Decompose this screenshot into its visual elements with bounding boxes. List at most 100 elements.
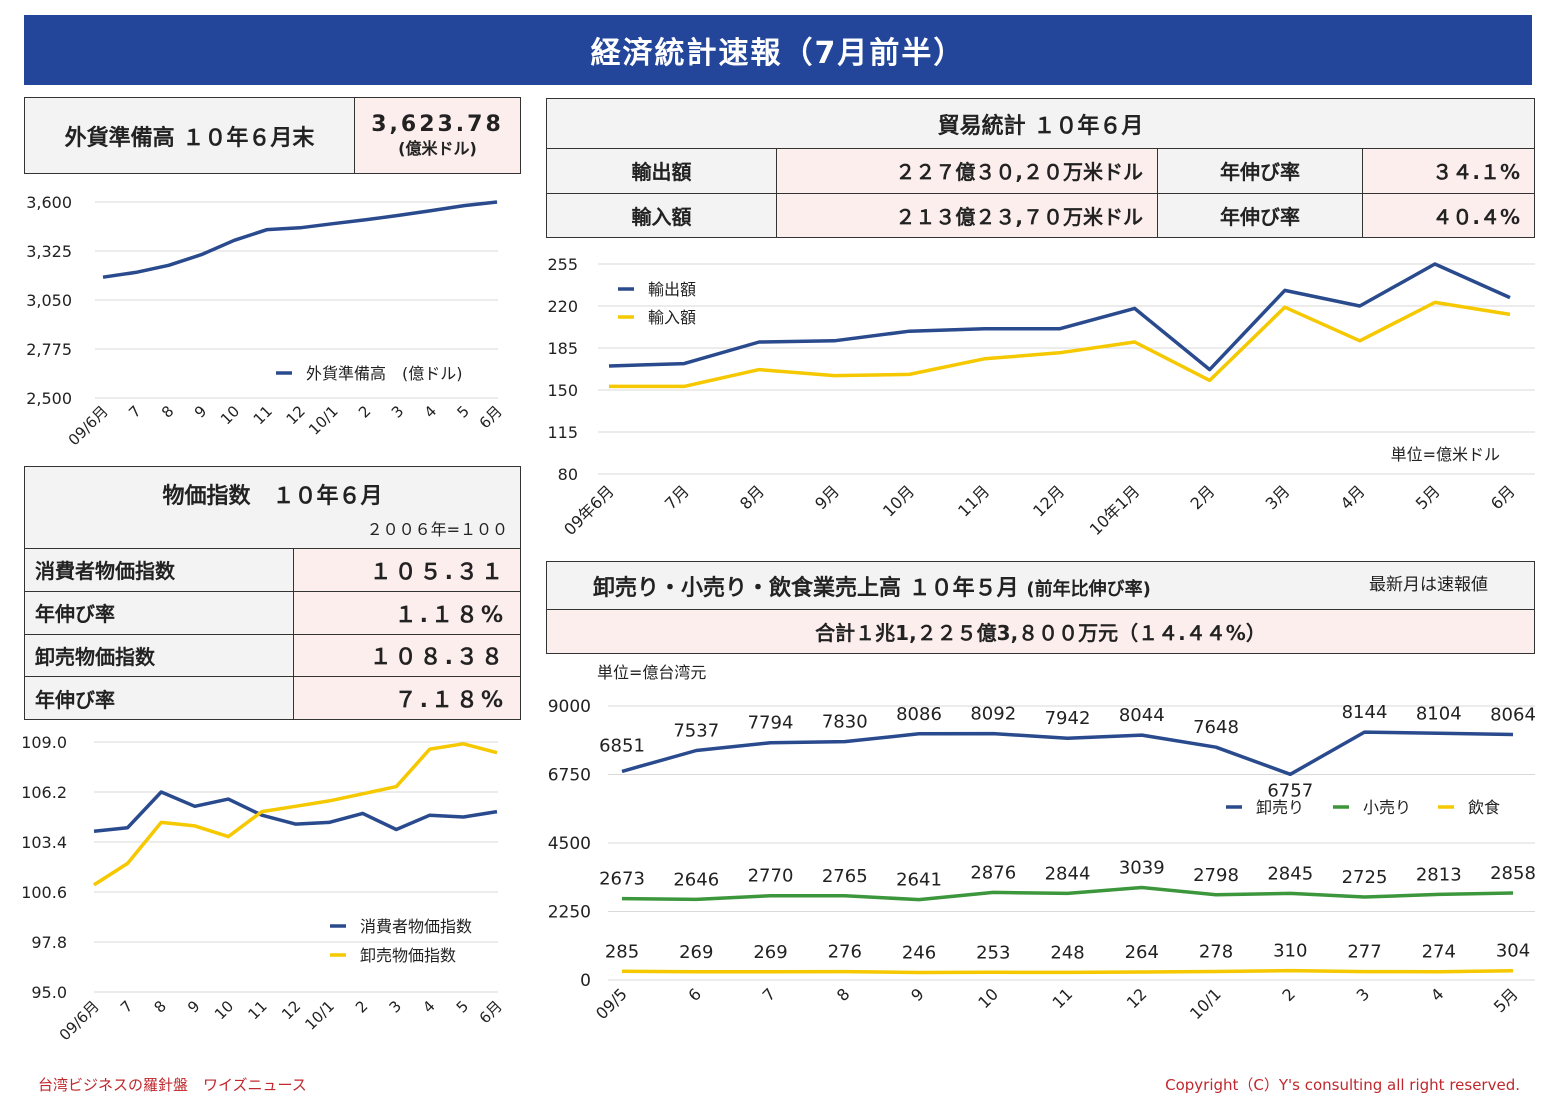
x-tick-label: 12 <box>283 402 309 428</box>
data-label: 2858 <box>1490 863 1536 884</box>
x-tick-label: 3 <box>386 997 405 1016</box>
y-tick-label: 3,600 <box>26 193 72 212</box>
x-tick-label: 4 <box>1427 984 1448 1005</box>
x-tick-label: 5 <box>454 402 473 421</box>
y-tick-label: 2250 <box>548 903 591 923</box>
x-tick-label: 11 <box>250 402 276 428</box>
trade-growth-label: 年伸び率 <box>1157 148 1363 194</box>
x-tick-label: 9 <box>907 984 928 1005</box>
x-tick-label: 10月 <box>879 481 918 520</box>
series-line <box>609 300 1511 389</box>
y-tick-label: 106.2 <box>21 783 67 802</box>
x-tick-label: 11月 <box>954 481 993 520</box>
trade-label: 輸入額 <box>546 192 777 238</box>
prices-value: ７.１８% <box>293 676 521 720</box>
trade-row-export: 輸出額 ２２７億３０,２０万米ドル 年伸び率 ３４.１% <box>546 148 1535 194</box>
data-label: 8144 <box>1342 702 1388 723</box>
legend-label: 輸出額 <box>648 280 696 299</box>
trade-growth: ４０.４% <box>1362 192 1535 238</box>
prices-label: 消費者物価指数 <box>24 548 294 592</box>
series-line <box>93 790 498 834</box>
legend-label: 小売り <box>1363 798 1411 817</box>
data-label: 2673 <box>599 869 645 890</box>
x-tick-label: 10/1 <box>1186 984 1225 1023</box>
data-label: 285 <box>605 941 639 962</box>
trade-row-import: 輸入額 ２１３億２３,７０万米ドル 年伸び率 ４０.４% <box>546 192 1535 238</box>
data-label: 2845 <box>1267 863 1313 884</box>
trade-growth-label: 年伸び率 <box>1157 192 1363 238</box>
y-tick-label: 103.4 <box>21 833 67 852</box>
reserves-value-cell: 3,623.78 (億米ドル) <box>354 97 521 174</box>
legend-label: 輸入額 <box>648 308 696 327</box>
series-line <box>93 742 498 887</box>
footer-left: 台湾ビジネスの羅針盤 ワイズニュース <box>38 1076 307 1094</box>
prices-label: 年伸び率 <box>24 676 294 720</box>
data-label: 246 <box>902 943 936 964</box>
series-line <box>621 885 1514 902</box>
y-tick-label: 109.0 <box>21 733 67 752</box>
data-label: 2876 <box>970 862 1016 883</box>
data-label: 264 <box>1125 942 1159 963</box>
x-tick-label: 6月 <box>476 997 506 1027</box>
y-tick-label: 6750 <box>548 766 591 786</box>
x-tick-label: 7月 <box>661 481 693 513</box>
sales-chart: 9000 6750 4500 2250 009/5 6 7 8 9 10 11 12 10/1 2 3 4 5月… <box>548 663 1536 1023</box>
x-tick-label: 9 <box>184 997 203 1016</box>
x-tick-label: 2 <box>355 402 374 421</box>
y-tick-label: 115 <box>547 423 578 442</box>
x-tick-label: 09/6月 <box>65 402 112 449</box>
prices-title: 物価指数 １０年６月 <box>162 483 383 509</box>
legend-label: 外貨準備高 (億ドル) <box>306 364 463 383</box>
y-tick-label: 2,500 <box>26 389 72 408</box>
y-tick-label: 3,050 <box>26 291 72 310</box>
x-tick-label: 3 <box>388 402 407 421</box>
prices-value: １.１８% <box>293 590 521 635</box>
reserves-title: 外貨準備高 １０年６月末 <box>24 97 355 174</box>
x-tick-label: 09/5 <box>592 984 631 1023</box>
unit-note: 単位=億台湾元 <box>597 663 706 682</box>
x-tick-label: 2月 <box>1187 481 1219 513</box>
x-tick-label: 7 <box>125 402 144 421</box>
x-tick-label: 6月 <box>1487 481 1519 513</box>
sales-title-note: (前年比伸び率) <box>1026 578 1151 600</box>
y-tick-label: 255 <box>547 255 578 274</box>
x-tick-label: 4 <box>421 402 440 421</box>
y-tick-label: 2,775 <box>26 340 72 359</box>
x-tick-label: 7 <box>759 984 780 1005</box>
y-tick-label: 95.0 <box>31 983 67 1002</box>
x-tick-label: 10/1 <box>305 402 342 439</box>
x-tick-label: 5月 <box>1412 481 1444 513</box>
y-tick-label: 185 <box>547 339 578 358</box>
x-tick-label: 6 <box>684 984 705 1005</box>
y-tick-label: 80 <box>558 465 578 484</box>
legend-label: 卸売り <box>1256 798 1304 817</box>
data-label: 277 <box>1347 942 1381 963</box>
data-label: 2770 <box>748 866 794 887</box>
x-tick-label: 3 <box>1353 984 1374 1005</box>
data-label: 2813 <box>1416 864 1462 885</box>
series-line <box>621 968 1514 975</box>
data-label: 304 <box>1496 941 1530 962</box>
unit-note: 単位=億米ドル <box>1391 445 1500 464</box>
reserves-value: 3,623.78 <box>371 111 504 137</box>
x-tick-label: 5 <box>453 997 472 1016</box>
data-label: 2646 <box>673 869 719 890</box>
y-tick-label: 150 <box>547 381 578 400</box>
x-tick-label: 10 <box>211 997 237 1023</box>
legend-label: 消費者物価指数 <box>360 917 472 936</box>
x-tick-label: 10/1 <box>301 997 338 1034</box>
x-tick-label: 09/6月 <box>56 997 103 1044</box>
prices-label: 年伸び率 <box>24 590 294 635</box>
prices-chart: 109.0 106.2 103.4 100.6 97.8 95.009/6月 7 8 9 10 11… <box>21 733 506 1044</box>
data-label: 2641 <box>896 870 942 891</box>
data-label: 2844 <box>1045 863 1091 884</box>
x-tick-label: 2 <box>1278 984 1299 1005</box>
data-label: 2725 <box>1342 867 1388 888</box>
data-label: 274 <box>1422 942 1456 963</box>
series-line <box>621 730 1514 777</box>
data-label: 310 <box>1273 941 1307 962</box>
y-tick-label: 220 <box>547 297 578 316</box>
data-label: 2765 <box>822 866 868 887</box>
